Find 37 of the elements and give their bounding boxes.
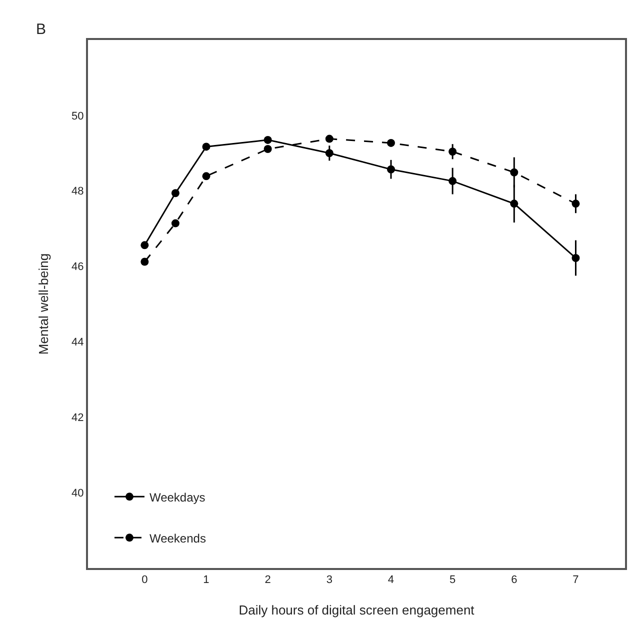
x-tick-label: 5 xyxy=(450,574,456,586)
point xyxy=(510,200,518,208)
point xyxy=(140,241,149,250)
point xyxy=(325,149,334,158)
x-tick-label: 2 xyxy=(264,574,271,586)
point xyxy=(264,144,272,153)
point xyxy=(171,219,180,228)
x-tick-label: 4 xyxy=(388,574,394,586)
text: B xyxy=(36,21,46,38)
y-tick-label: 48 xyxy=(72,186,84,198)
y-axis-title: Mental well-being xyxy=(36,253,51,355)
point xyxy=(448,148,457,156)
point xyxy=(386,165,395,174)
point xyxy=(325,134,334,143)
legend-label: Weekdays xyxy=(149,490,206,504)
x-tick-label: 1 xyxy=(203,574,210,586)
point xyxy=(572,254,580,262)
x-tick-label: 0 xyxy=(142,574,148,586)
x-axis-title: Daily hours of digital screen engagement xyxy=(238,602,475,618)
point xyxy=(202,142,210,151)
point xyxy=(202,172,210,180)
point xyxy=(448,177,457,186)
point xyxy=(171,189,180,198)
x-tick-label: 6 xyxy=(511,574,518,586)
y-tick-label: 44 xyxy=(72,336,84,349)
point xyxy=(510,168,518,176)
x-tick-label: 7 xyxy=(572,574,579,586)
y-tick-label: 42 xyxy=(72,412,84,424)
legend-label: Weekends xyxy=(149,531,206,546)
point xyxy=(264,136,272,144)
y-tick-label: 46 xyxy=(72,261,84,274)
y-tick-label: 50 xyxy=(72,110,84,122)
y-tick-label: 40 xyxy=(72,487,84,500)
point xyxy=(140,258,149,266)
point xyxy=(572,200,580,208)
x-tick-label: 3 xyxy=(326,574,332,586)
point xyxy=(386,138,395,147)
